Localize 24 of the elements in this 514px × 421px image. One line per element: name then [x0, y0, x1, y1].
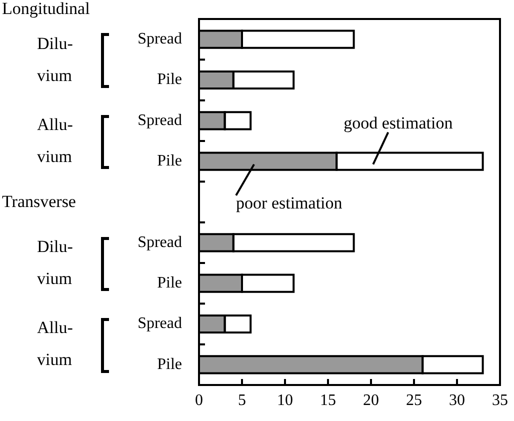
y-tick-label: Spread: [138, 315, 182, 332]
text: Longitudinal: [2, 0, 90, 20]
x-tick-label: 20: [363, 392, 379, 409]
y-tick-label: Pile: [157, 274, 182, 292]
x-tick-label: 5: [238, 392, 246, 409]
y-tick-label: Pile: [157, 152, 182, 170]
x-tick-label: 0: [195, 392, 203, 409]
y-tick-label: Pile: [157, 356, 182, 373]
series-label: poor estimation: [236, 193, 343, 212]
text: Dilu- vium: [37, 32, 73, 87]
text: Allu- vium: [37, 317, 73, 372]
text: Dilu- vium: [37, 236, 73, 290]
text: Transverse: [2, 191, 76, 213]
x-tick-label: 35: [492, 392, 508, 409]
x-tick-label: 30: [449, 392, 465, 409]
y-tick-label: Pile: [157, 71, 182, 88]
y-tick-label: Spread: [138, 234, 182, 251]
text: Allu- vium: [37, 114, 73, 168]
x-tick-label: 10: [277, 392, 293, 409]
series-label: good estimation: [344, 113, 454, 132]
x-tick-label: 15: [320, 392, 336, 409]
y-tick-label: Spread: [138, 112, 182, 129]
y-tick-label: Spread: [138, 30, 182, 48]
x-tick-label: 25: [406, 392, 422, 409]
